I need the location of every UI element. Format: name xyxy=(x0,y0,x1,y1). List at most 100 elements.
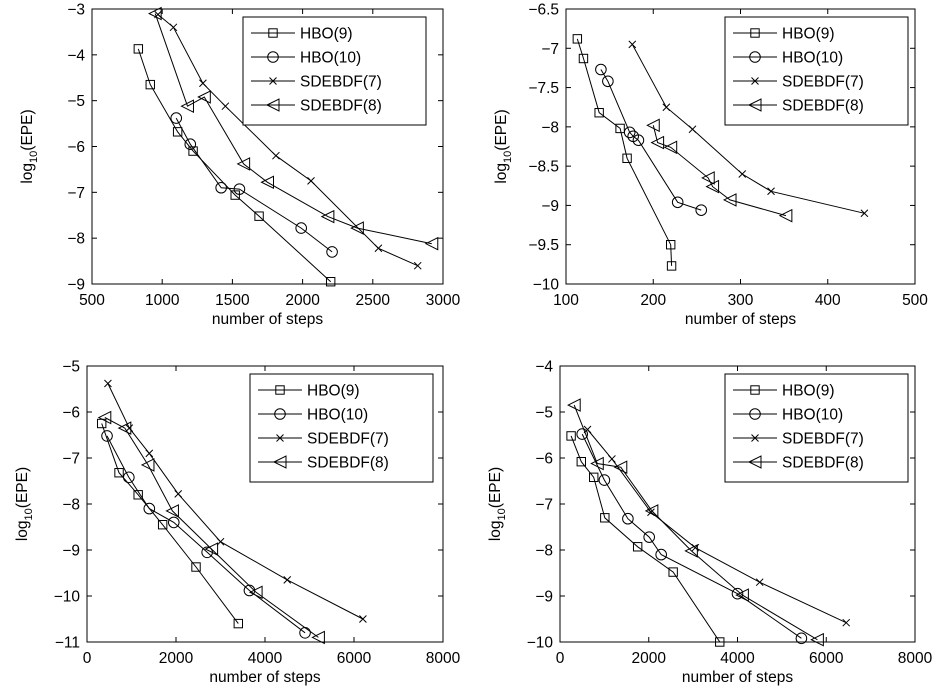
y-tick-label: −6 xyxy=(62,405,80,422)
legend-box xyxy=(242,16,427,126)
data-point xyxy=(576,456,586,467)
data-point xyxy=(230,190,240,200)
data-point xyxy=(184,138,197,151)
series-hbo9 xyxy=(566,431,725,647)
data-point xyxy=(767,187,775,196)
legend: HBO(9) HBO(10) SDEBDF(7) SDEBDF(8) xyxy=(724,373,909,483)
legend-label: HBO(10) xyxy=(782,407,843,424)
legend-label: SDEBDF(7) xyxy=(300,74,382,91)
y-tick-label: −6 xyxy=(67,139,85,156)
x-tick-label: 8000 xyxy=(898,650,933,667)
data-point xyxy=(860,209,869,218)
legend-label: SDEBDF(8) xyxy=(307,455,389,472)
data-point xyxy=(307,177,315,185)
x-tick-label: 1000 xyxy=(145,292,180,309)
y-tick-label: −10 xyxy=(54,589,81,606)
data-point xyxy=(705,179,720,194)
legend-swatch-marker xyxy=(747,98,762,112)
series-line xyxy=(154,13,432,245)
legend-swatch-marker xyxy=(272,455,287,469)
legend-swatch-marker xyxy=(276,434,284,442)
data-point xyxy=(595,63,607,76)
y-tick-label: −8 xyxy=(62,497,80,514)
data-point xyxy=(133,44,144,54)
x-axis-label: number of steps xyxy=(682,669,793,686)
chart-panel-2: 100 200 300 400 500 −10 −9.5 −9 −8.5 −8 −7.5 −7 −6.5… xyxy=(493,2,928,329)
series-hbo9 xyxy=(572,34,677,271)
data-point xyxy=(655,548,667,561)
y-tick-label: −9.5 xyxy=(528,237,559,254)
legend-swatch-marker xyxy=(751,434,759,442)
data-point xyxy=(148,6,162,21)
data-point xyxy=(325,277,336,287)
legend-label: SDEBDF(7) xyxy=(782,74,864,91)
data-point xyxy=(221,102,230,111)
series-line xyxy=(137,48,332,283)
y-tick-label: −9 xyxy=(535,589,553,606)
data-point xyxy=(216,537,225,546)
legend: HBO(9) HBO(10) SDEBDF(7) SDEBDF(8) xyxy=(249,373,434,483)
legend-label: SDEBDF(8) xyxy=(782,98,864,115)
data-point xyxy=(598,474,611,486)
series-sdebdf7 xyxy=(104,379,367,623)
data-point xyxy=(722,193,737,207)
data-point xyxy=(567,398,581,412)
data-point xyxy=(613,460,628,475)
y-tick-label: −7 xyxy=(535,497,553,514)
data-point xyxy=(326,246,338,258)
y-tick-label: −5 xyxy=(62,359,80,376)
series-line xyxy=(106,435,306,634)
data-point xyxy=(117,421,132,435)
data-point xyxy=(167,516,180,529)
data-point xyxy=(145,449,154,458)
data-point xyxy=(260,175,274,190)
data-point xyxy=(199,79,207,88)
x-tick-label: 100 xyxy=(553,292,579,309)
x-tick-label: 0 xyxy=(83,650,92,667)
data-point xyxy=(576,428,588,440)
data-point xyxy=(311,630,325,645)
legend-label: HBO(10) xyxy=(307,407,368,424)
data-point xyxy=(590,456,604,471)
series-line xyxy=(581,433,802,639)
data-point xyxy=(572,34,583,44)
series-line xyxy=(652,125,787,217)
data-point xyxy=(632,134,645,147)
x-axis-label: number of steps xyxy=(212,311,323,328)
data-point xyxy=(608,455,616,463)
data-point xyxy=(254,211,264,221)
series-hbo10 xyxy=(576,428,808,645)
series-line xyxy=(175,117,333,253)
x-tick-label: 500 xyxy=(79,292,105,309)
data-point xyxy=(169,23,178,32)
legend-swatch-marker xyxy=(274,408,286,420)
data-point xyxy=(191,562,201,572)
data-point xyxy=(589,472,599,483)
data-point xyxy=(662,103,671,112)
data-point xyxy=(248,585,263,600)
data-point xyxy=(123,471,135,484)
x-axis-label: number of steps xyxy=(209,669,320,686)
series-hbo9 xyxy=(133,44,336,287)
data-point xyxy=(795,632,808,645)
data-point xyxy=(170,112,183,124)
y-tick-label: −7.5 xyxy=(528,80,559,97)
data-point xyxy=(157,520,168,530)
data-point xyxy=(143,502,156,515)
data-point xyxy=(283,576,292,584)
series-line xyxy=(570,435,721,643)
data-point xyxy=(644,504,659,518)
legend-label: HBO(9) xyxy=(307,383,360,400)
x-tick-label: 400 xyxy=(815,292,841,309)
data-point xyxy=(755,578,764,587)
legend-label: SDEBDF(7) xyxy=(307,431,389,448)
series-sdebdf7 xyxy=(628,40,869,218)
y-tick-label: −3 xyxy=(67,2,85,19)
data-point xyxy=(738,170,747,178)
data-point xyxy=(810,632,824,647)
data-point xyxy=(666,261,677,271)
data-point xyxy=(233,618,244,629)
data-point xyxy=(133,490,143,500)
data-point xyxy=(615,123,625,134)
